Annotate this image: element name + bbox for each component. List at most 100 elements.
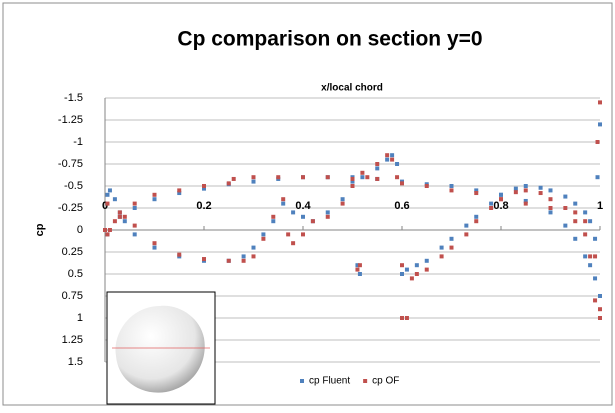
data-point xyxy=(390,158,394,162)
data-point xyxy=(549,206,553,210)
inset-image xyxy=(107,292,215,404)
data-point xyxy=(425,259,429,263)
data-point xyxy=(489,206,493,210)
data-point xyxy=(326,215,330,219)
data-point xyxy=(351,184,355,188)
data-point xyxy=(108,188,112,192)
data-point xyxy=(588,263,592,267)
data-point xyxy=(593,254,597,258)
data-point xyxy=(598,100,602,104)
data-point xyxy=(524,202,528,206)
data-point xyxy=(400,272,404,276)
data-point xyxy=(252,175,256,179)
data-point xyxy=(549,197,553,201)
legend-label: cp OF xyxy=(372,376,399,387)
data-point xyxy=(105,232,109,236)
data-point xyxy=(598,294,602,298)
data-point xyxy=(271,219,275,223)
data-point xyxy=(242,254,246,258)
x-tick-label: 0.8 xyxy=(493,200,508,212)
y-axis-title: cp xyxy=(34,223,46,236)
data-point xyxy=(105,193,109,197)
data-point xyxy=(474,191,478,195)
y-tick-label: 1.25 xyxy=(62,334,83,346)
data-point xyxy=(301,215,305,219)
data-point xyxy=(133,206,137,210)
x-tick-label: 1 xyxy=(597,200,603,212)
y-tick-label: -1.5 xyxy=(64,92,83,104)
data-point xyxy=(410,276,414,280)
data-point xyxy=(395,175,399,179)
data-point xyxy=(588,219,592,223)
data-point xyxy=(450,246,454,250)
page: {"chart_data": {"type": "scatter", "titl… xyxy=(0,0,615,408)
data-point xyxy=(549,210,553,214)
data-point xyxy=(202,184,206,188)
data-point xyxy=(286,232,290,236)
data-point xyxy=(440,254,444,258)
legend-label: cp Fluent xyxy=(309,376,350,387)
data-point xyxy=(583,219,587,223)
data-point xyxy=(400,316,404,320)
data-point xyxy=(365,175,369,179)
y-tick-label: -1.25 xyxy=(58,114,83,126)
data-point xyxy=(390,153,394,157)
data-point xyxy=(593,237,597,241)
data-point xyxy=(375,177,379,181)
data-point xyxy=(358,272,362,276)
legend-marker xyxy=(363,379,367,383)
data-point xyxy=(440,246,444,250)
data-point xyxy=(395,162,399,166)
data-point xyxy=(252,180,256,184)
data-point xyxy=(360,175,364,179)
data-point xyxy=(252,254,256,258)
data-point xyxy=(227,181,231,185)
data-point xyxy=(539,186,543,190)
data-point xyxy=(177,188,181,192)
data-point xyxy=(524,188,528,192)
data-point xyxy=(133,202,137,206)
data-point xyxy=(474,215,478,219)
data-point xyxy=(583,254,587,258)
data-point xyxy=(514,187,518,191)
data-point xyxy=(301,232,305,236)
data-point xyxy=(232,177,236,181)
data-point xyxy=(291,210,295,214)
data-point xyxy=(103,228,107,232)
y-tick-label: 0.5 xyxy=(68,268,83,280)
data-point xyxy=(593,298,597,302)
data-point xyxy=(252,246,256,250)
data-point xyxy=(118,210,122,214)
data-point xyxy=(514,190,518,194)
data-point xyxy=(311,219,315,223)
data-point xyxy=(499,197,503,201)
data-point xyxy=(153,246,157,250)
chart-title: Cp comparison on section y=0 xyxy=(177,28,482,51)
data-point xyxy=(291,241,295,245)
data-point xyxy=(573,210,577,214)
data-point xyxy=(261,232,265,236)
x-tick-label: 0.4 xyxy=(295,200,311,212)
data-point xyxy=(425,184,429,188)
data-point xyxy=(583,232,587,236)
data-point xyxy=(573,219,577,223)
data-point xyxy=(415,263,419,267)
y-tick-label: -0.5 xyxy=(64,180,83,192)
data-point xyxy=(133,232,137,236)
data-point xyxy=(105,202,109,206)
data-point xyxy=(326,210,330,214)
data-point xyxy=(598,307,602,311)
data-point xyxy=(341,202,345,206)
y-tick-label: -0.25 xyxy=(58,202,83,214)
data-point xyxy=(464,224,468,228)
data-point xyxy=(489,202,493,206)
data-point xyxy=(549,188,553,192)
y-tick-label: 0.25 xyxy=(62,246,83,258)
data-point xyxy=(563,195,567,199)
data-point xyxy=(563,206,567,210)
data-point xyxy=(123,215,127,219)
data-point xyxy=(153,193,157,197)
data-point xyxy=(177,253,181,257)
data-point xyxy=(123,219,127,223)
data-point xyxy=(355,268,359,272)
